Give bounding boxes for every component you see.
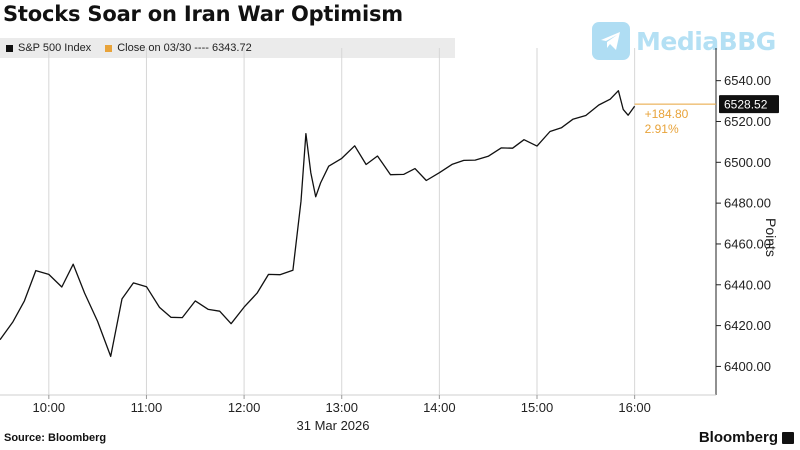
brand-text: Bloomberg xyxy=(698,429,778,446)
x-tick-label-5: 15:00 xyxy=(521,400,554,415)
chart-title: Stocks Soar on Iran War Optimism xyxy=(3,2,403,26)
brand-logo: Bloomberg xyxy=(699,429,794,446)
annotation-change-pct: 2.91% xyxy=(645,122,679,136)
x-ticks: 10:00 11:00 12:00 13:00 14:00 15:00 16:00 xyxy=(33,395,651,415)
x-tick-label-6: 16:00 xyxy=(618,400,651,415)
legend-reference-label: Close on 03/30 ---- 6343.72 xyxy=(117,42,252,54)
x-axis-label: 31 Mar 2026 xyxy=(297,418,370,433)
series-line-sp500 xyxy=(0,90,636,358)
y-tick-label-3: 6460.00 xyxy=(724,236,771,251)
y-tick-label-5: 6500.00 xyxy=(724,155,771,170)
legend-swatch-series xyxy=(6,44,13,52)
x-tick-label-4: 14:00 xyxy=(423,400,456,415)
x-tick-label-2: 12:00 xyxy=(228,400,261,415)
last-value-text: 6528.52 xyxy=(724,98,768,112)
telegram-paper-plane-icon xyxy=(592,22,630,60)
chart-grid xyxy=(48,48,636,395)
y-tick-label-6: 6520.00 xyxy=(724,114,771,129)
legend-series-label: S&P 500 Index xyxy=(18,42,92,54)
legend-swatch-reference xyxy=(105,44,113,52)
legend-item-series: S&P 500 Index xyxy=(6,42,91,54)
y-tick-label-0: 6400.00 xyxy=(724,359,771,374)
y-tick-label-4: 6480.00 xyxy=(724,196,771,211)
terminal-square-icon xyxy=(782,431,794,444)
y-tick-label-2: 6440.00 xyxy=(724,277,771,292)
x-tick-label-1: 11:00 xyxy=(131,400,163,415)
x-tick-label-3: 13:00 xyxy=(325,400,358,415)
y-tick-label-7: 6540.00 xyxy=(724,73,771,88)
y-axis-label: Points xyxy=(763,218,779,257)
x-tick-label-0: 10:00 xyxy=(33,400,66,415)
watermark-logo: MediaBBG xyxy=(592,20,776,62)
last-value-badge: 6528.52 xyxy=(719,95,779,114)
annotation-change: +184.80 xyxy=(645,107,689,121)
y-tick-label-1: 6420.00 xyxy=(724,318,771,333)
y-ticks: 6400.00 6420.00 6440.00 6460.00 6480.00 6500.… xyxy=(716,73,771,374)
legend-item-reference: Close on 03/30 ---- 6343.72 xyxy=(105,42,252,54)
source-note: Source: Bloomberg xyxy=(4,432,107,444)
watermark-text: MediaBBG xyxy=(636,26,776,56)
